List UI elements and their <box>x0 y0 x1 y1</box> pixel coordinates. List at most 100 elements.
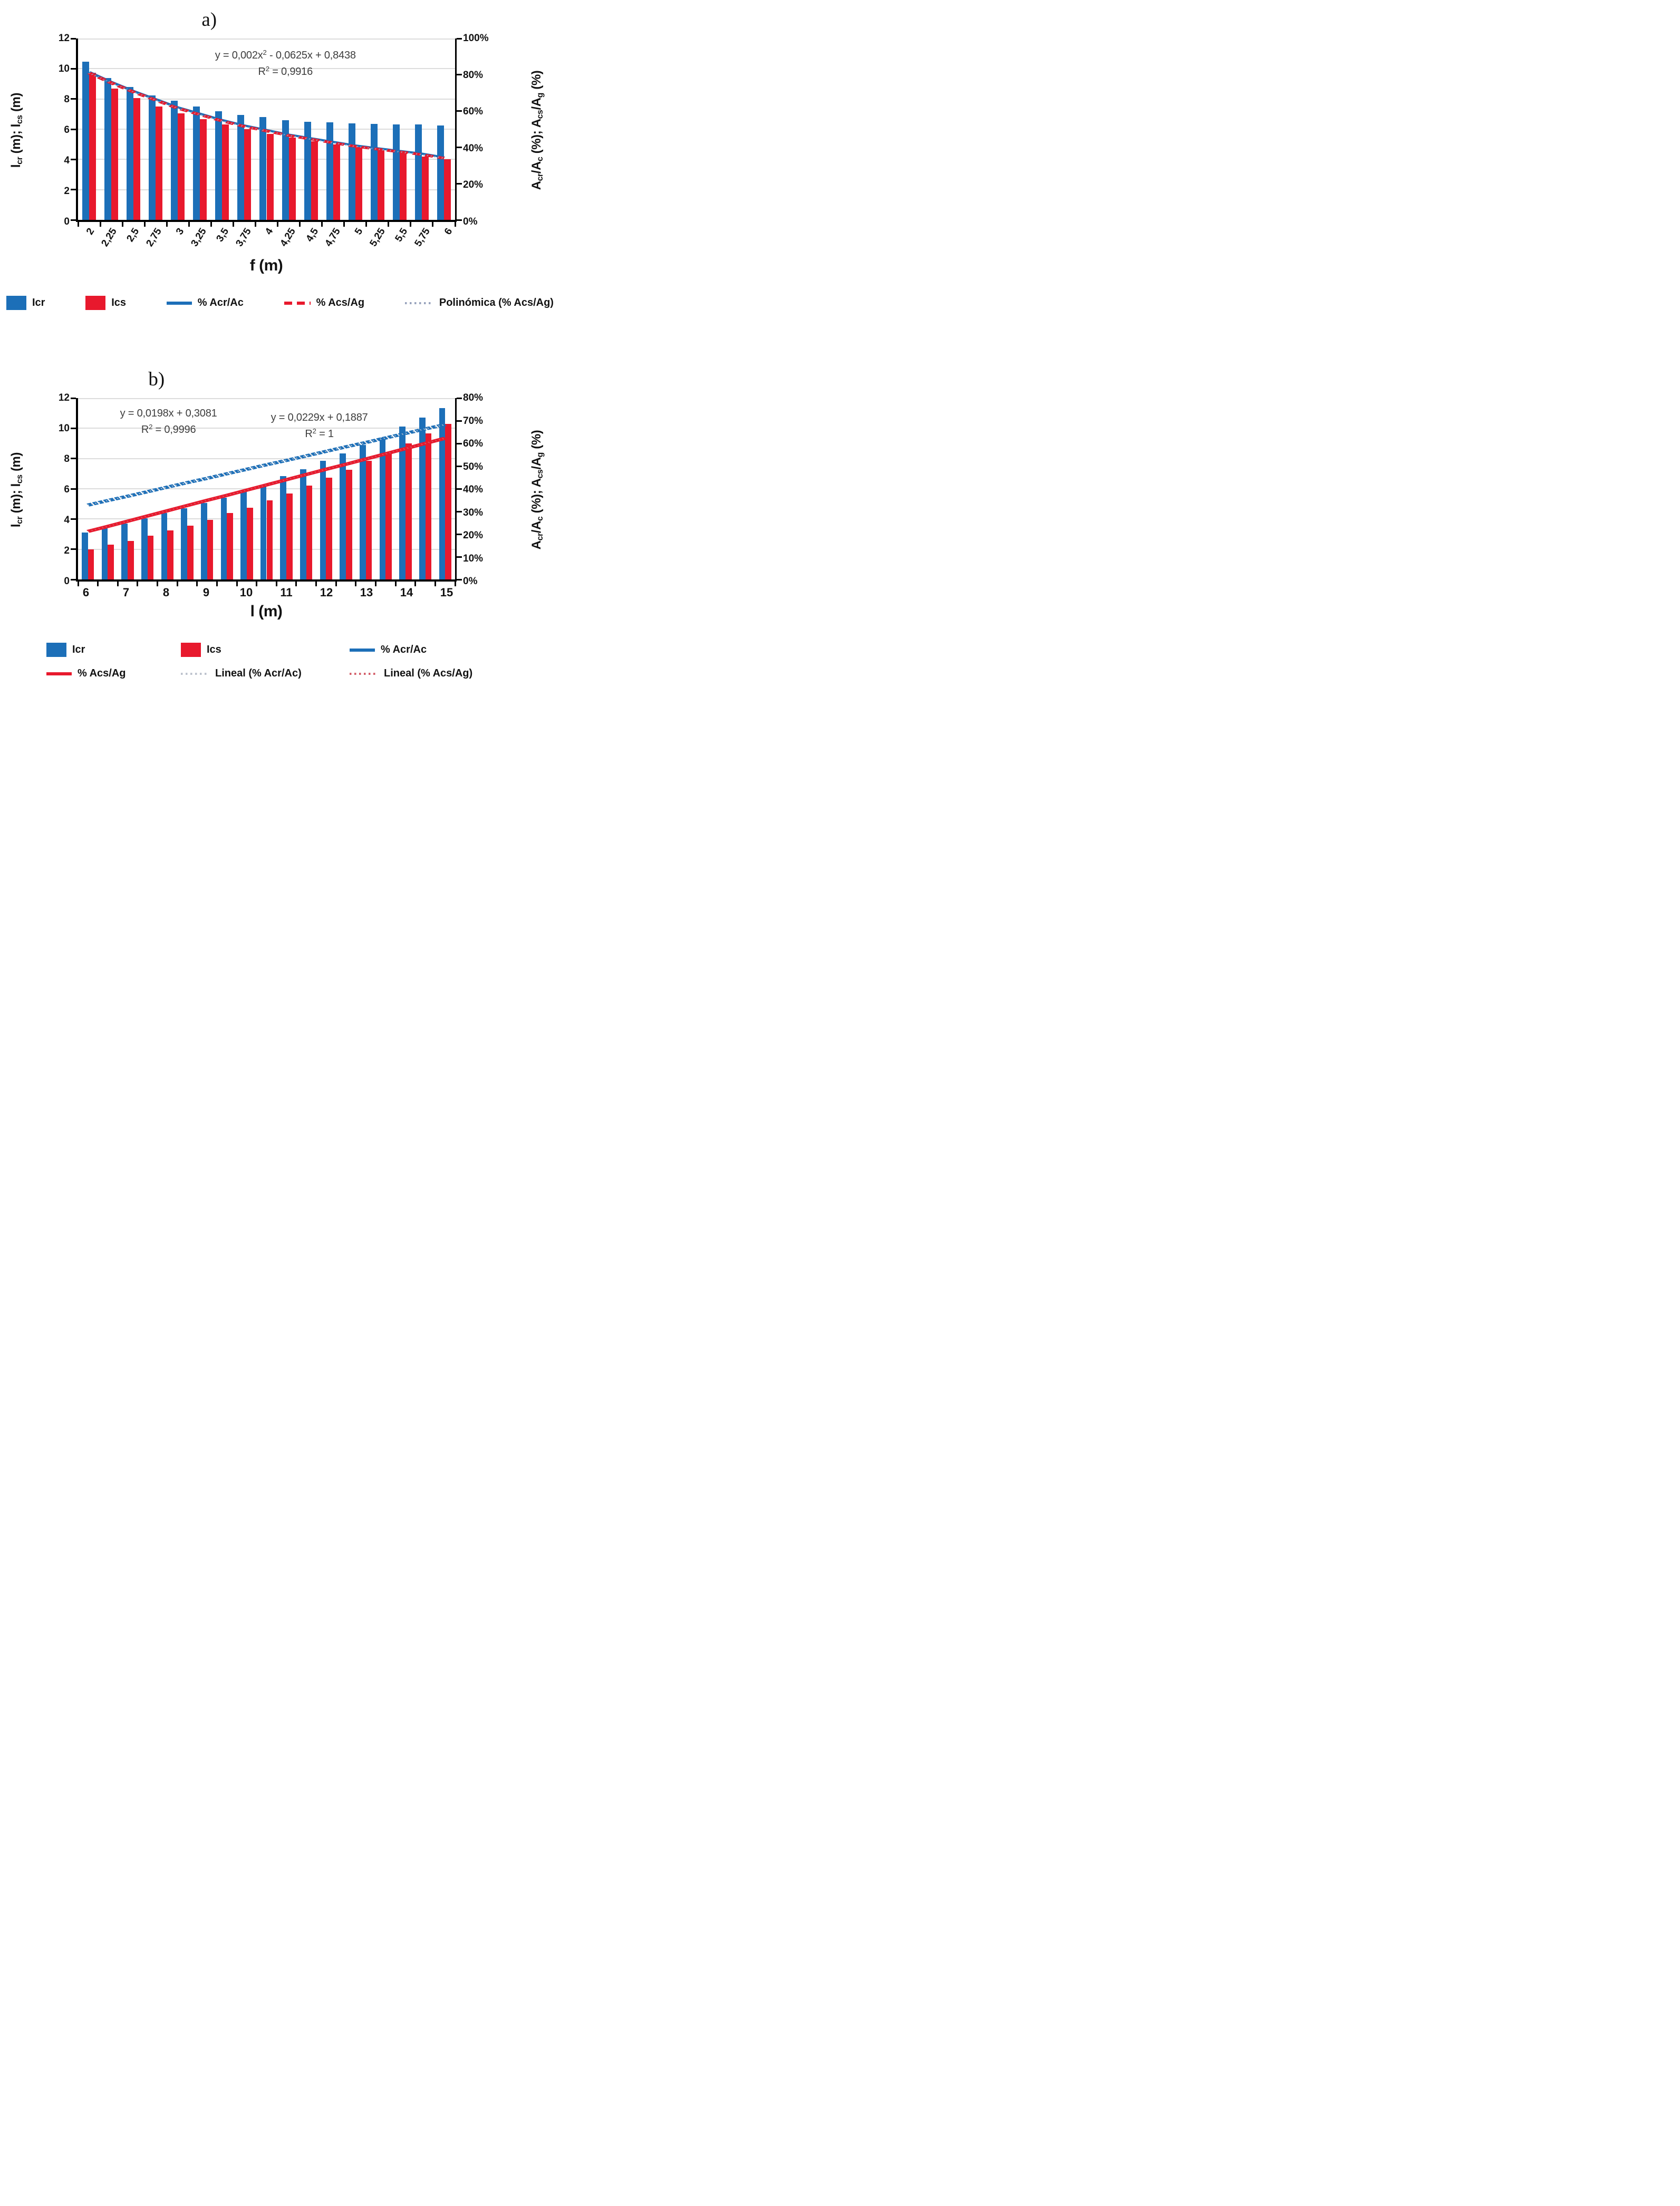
tick-mark-bottom <box>343 222 345 227</box>
tick-mark-bottom <box>117 582 119 586</box>
x-tick-label: 4,75 <box>323 226 343 249</box>
tick-mark-bottom <box>315 582 317 586</box>
y-axis-label-left-text: lcr (m); lcs (m) <box>9 452 24 528</box>
tick-mark-bottom <box>432 222 434 227</box>
bar-ics <box>266 500 273 579</box>
bar-ics <box>333 144 340 220</box>
tick-mark-right <box>457 397 462 399</box>
tick-mark-bottom <box>157 582 159 586</box>
tick-mark-bottom <box>216 582 218 586</box>
tick-mark-bottom <box>254 222 256 227</box>
y-tick-label-left: 4 <box>64 515 70 526</box>
x-tick-label: 14 <box>400 586 413 599</box>
tick-mark-left <box>71 219 76 221</box>
gridline <box>78 68 455 70</box>
y-tick-label-right: 80% <box>463 69 484 81</box>
tick-mark-bottom <box>137 582 139 586</box>
bar-icr <box>82 62 90 220</box>
bar-icr <box>193 107 200 220</box>
bar-icr <box>280 476 287 579</box>
bar-icr <box>101 528 108 579</box>
bar-ics <box>108 545 114 579</box>
bar-icr <box>300 469 306 579</box>
equation-line: y = 0,0198x + 0,3081 <box>120 407 217 419</box>
tick-mark-left <box>71 458 76 460</box>
legend-swatch-icr <box>6 296 26 310</box>
tick-mark-bottom <box>275 582 277 586</box>
legend-label: % Acr/Ac <box>381 644 427 655</box>
tick-mark-right <box>457 510 462 512</box>
x-tick-label: 5,5 <box>393 226 410 244</box>
tick-mark-bottom <box>454 222 456 227</box>
tick-mark-right <box>457 556 462 558</box>
x-tick-label: 7 <box>122 586 130 599</box>
y-tick-label-right: 0% <box>463 576 478 587</box>
bar-ics <box>244 129 252 220</box>
bar-ics <box>227 512 233 579</box>
tick-mark-bottom <box>176 582 178 586</box>
bar-icr <box>392 124 400 220</box>
y-tick-label-right: 60% <box>463 106 484 118</box>
legend-a: Icr Ics % Acr/Ac % Acs/Ag Polinómica (% Acs/… <box>0 296 560 310</box>
tick-mark-left <box>71 518 76 520</box>
y-axis-label-right: Acr/Ac (%); Acs/Ag (%) <box>515 398 560 582</box>
legend-swatch-ics <box>181 643 201 657</box>
bar-icr <box>282 120 289 220</box>
x-tick-label: 2,5 <box>124 226 141 244</box>
legend-swatch-lineal_acr_ac <box>181 672 209 675</box>
y-tick-label-left: 2 <box>64 186 70 197</box>
tick-mark-right <box>457 420 462 422</box>
line-pct_acs_ag <box>86 437 447 533</box>
line-pct_acs_ag <box>87 72 445 160</box>
bar-icr <box>240 490 247 579</box>
y-axis-ticks-left: 0 2 4 6 8 10 12 <box>34 33 76 227</box>
equation-r2: R2 = 1 <box>305 427 334 440</box>
legend-swatch-pct_acr_ac <box>350 648 375 652</box>
legend-label: Lineal (% Acs/Ag) <box>384 667 473 679</box>
x-tick-label: 8 <box>162 586 170 599</box>
gridline <box>78 488 455 489</box>
legend-item-icr: Icr <box>46 643 181 657</box>
x-axis-title: f (m) <box>249 257 283 274</box>
tick-mark-left <box>71 98 76 100</box>
y-tick-label-left: 0 <box>64 216 70 227</box>
equation-1: y = 0,0198x + 0,3081 R2 = 0,9996 <box>120 405 217 438</box>
bar-ics <box>222 124 229 220</box>
y-tick-label-right: 20% <box>463 179 484 191</box>
chart-a-grid: lcr (m); lcs (m) 0 2 4 6 8 10 12 y = 0,002x2 -… <box>0 33 560 275</box>
bar-icr <box>414 124 422 220</box>
tick-mark-right <box>457 110 462 112</box>
bar-icr <box>340 453 346 579</box>
x-tick-label: 5,75 <box>412 226 433 249</box>
gridline <box>78 98 455 100</box>
x-axis-tick-labels: 2 2,25 2,5 2,75 3 3,25 3,5 3,75 4 4,25 4,5 4,75 5 5,2… <box>76 222 457 255</box>
gridline <box>78 38 455 40</box>
tick-mark-bottom <box>99 222 101 227</box>
equation-1: y = 0,002x2 - 0,0625x + 0,8438 R2 = 0,991… <box>215 47 356 80</box>
tick-mark-bottom <box>321 222 323 227</box>
gridline <box>78 398 455 399</box>
tick-mark-bottom <box>365 222 368 227</box>
legend-label: % Acs/Ag <box>316 297 365 308</box>
tick-mark-left <box>71 189 76 191</box>
x-tick-label: 2,25 <box>99 226 119 249</box>
tick-mark-bottom <box>77 582 79 586</box>
bar-icr <box>237 114 245 220</box>
bar-icr <box>121 523 128 579</box>
legend-item-poly_acs_ag: Polinómica (% Acs/Ag) <box>404 297 554 309</box>
x-tick-label: 9 <box>202 586 210 599</box>
y-tick-label-left: 6 <box>64 124 70 136</box>
y-tick-label-right: 70% <box>463 415 484 427</box>
y-axis-label-right-text: Acr/Ac (%); Acs/Ag (%) <box>529 70 545 190</box>
x-tick-label: 3,25 <box>188 226 209 249</box>
tick-mark-bottom <box>232 222 234 227</box>
y-tick-label-right: 50% <box>463 461 484 472</box>
bar-ics <box>288 137 296 220</box>
y-tick-label-left: 4 <box>64 155 70 166</box>
tick-mark-bottom <box>277 222 279 227</box>
x-tick-label: 5 <box>353 226 365 237</box>
tick-mark-left <box>71 67 76 70</box>
bar-ics <box>405 443 412 579</box>
tick-mark-left <box>71 427 76 429</box>
legend-item-pct_acs_ag: % Acs/Ag <box>46 667 181 680</box>
